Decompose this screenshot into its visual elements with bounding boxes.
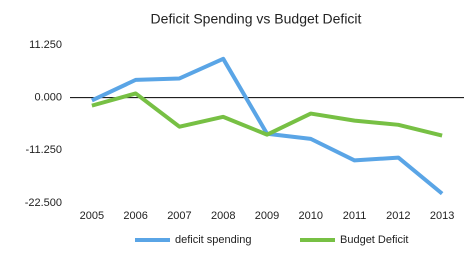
x-tick-label: 2010 (299, 210, 323, 222)
y-tick-label: 11.250 (29, 39, 62, 51)
line-series (91, 56, 444, 196)
x-tick-label: 2008 (211, 210, 235, 222)
x-tick-label: 2013 (430, 210, 454, 222)
legend-label: deficit spending (175, 234, 251, 246)
chart-title: Deficit Spending vs Budget Deficit (151, 11, 362, 27)
y-tick-label: -11.250 (26, 144, 63, 156)
x-tick-label: 2012 (386, 210, 410, 222)
y-tick-label: 0.000 (34, 92, 62, 104)
y-tick-label: -22.500 (25, 197, 62, 209)
line-series (91, 91, 443, 138)
x-tick-label: 2005 (80, 210, 104, 222)
legend-label: Budget Deficit (340, 234, 408, 246)
x-tick-label: 2006 (123, 210, 147, 222)
x-tick-label: 2007 (167, 210, 191, 222)
x-tick-label: 2009 (255, 210, 279, 222)
x-tick-label: 2011 (343, 210, 367, 222)
